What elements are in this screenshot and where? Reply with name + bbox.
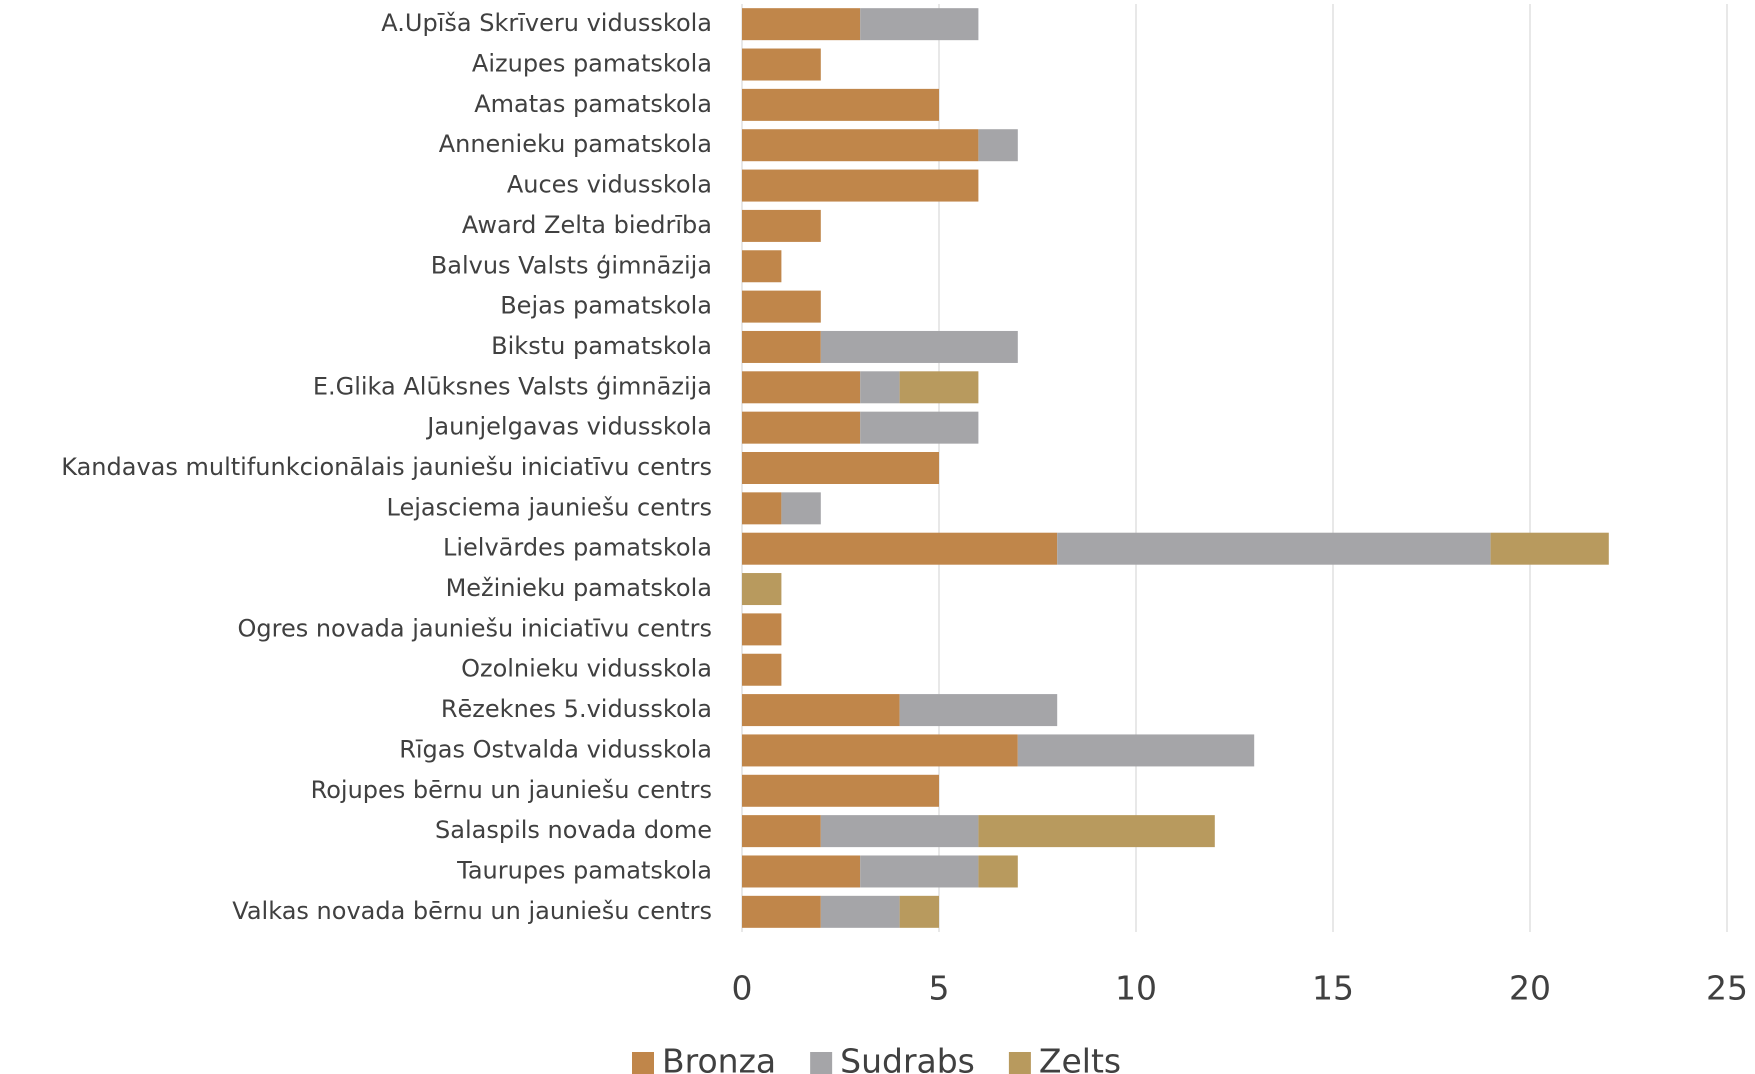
bar-segment (860, 855, 979, 888)
y-tick-label: Aizupes pamatskola (472, 50, 712, 78)
bar-segment (978, 855, 1018, 888)
x-tick-label: 25 (1706, 969, 1748, 1008)
bar-segment (742, 815, 821, 848)
bar-segment (899, 694, 1058, 727)
bar-segment (742, 48, 821, 81)
bar-segment (742, 411, 861, 444)
y-tick-label: Lielvārdes pamatskola (443, 534, 712, 562)
bar-segment (820, 330, 1018, 363)
bar-segment (860, 411, 979, 444)
bar-segment (742, 452, 939, 484)
bar-segment (742, 532, 1058, 565)
legend-swatch (1008, 1052, 1031, 1074)
y-tick-label: Jaunjelgavas vidusskola (425, 413, 712, 441)
bar-segment (742, 613, 782, 646)
bar-segment (1057, 532, 1491, 565)
bar-segment (860, 8, 979, 41)
bar-segment (742, 895, 821, 928)
legend-label: Sudrabs (840, 1042, 975, 1074)
y-tick-label: Ogres novada jauniešu iniciatīvu centrs (237, 614, 712, 642)
legend-swatch (632, 1052, 654, 1074)
y-tick-label: Rojupes bērnu un jauniešu centrs (311, 776, 712, 804)
y-tick-label: Rīgas Ostvalda vidusskola (399, 735, 712, 763)
bar-segment (978, 815, 1215, 848)
y-tick-label: Auces vidusskola (507, 171, 712, 199)
y-tick-label: Annenieku pamatskola (439, 130, 712, 158)
legend-label: Bronza (662, 1042, 776, 1074)
bar-segment (742, 734, 1018, 767)
bar-segment (899, 371, 979, 404)
y-tick-label: Salaspils novada dome (435, 816, 712, 844)
bar-segment (978, 129, 1018, 162)
bar-segment (742, 774, 939, 807)
y-tick-label: Award Zelta biedrība (462, 211, 712, 239)
bar-segment (781, 492, 821, 525)
x-tick-label: 10 (1115, 969, 1157, 1008)
x-tick-label: 5 (929, 969, 950, 1008)
y-tick-label: Ozolnieku vidusskola (461, 655, 712, 683)
legend-swatch (810, 1052, 833, 1074)
bar-segment (742, 855, 861, 888)
y-tick-label: Amatas pamatskola (474, 90, 712, 118)
y-tick-label: Lejasciema jauniešu centrs (387, 493, 712, 521)
y-tick-label: Balvus Valsts ģimnāzija (431, 251, 712, 279)
bar-segment (1490, 532, 1609, 565)
bar-segment (742, 209, 821, 242)
bar-segment (860, 371, 900, 404)
y-tick-label: Kandavas multifunkcionālais jauniešu ini… (61, 453, 712, 481)
bar-segment (899, 895, 939, 928)
bar-segment (742, 371, 861, 404)
y-tick-label: Valkas novada bērnu un jauniešu centrs (232, 897, 712, 925)
bar-segment (742, 330, 821, 363)
bar-segment (742, 694, 900, 727)
bar-segment (742, 492, 782, 525)
bar-segment (742, 88, 939, 121)
y-tick-label: Mežinieku pamatskola (446, 574, 712, 602)
y-tick-label: E.Glika Alūksnes Valsts ģimnāzija (313, 372, 712, 400)
x-tick-label: 0 (732, 969, 753, 1008)
bar-segment (820, 895, 900, 928)
bar-segment (742, 653, 782, 686)
bar-segment (742, 250, 782, 283)
bar-segment (742, 8, 861, 41)
bar-segment (742, 129, 979, 162)
y-tick-label: Taurupes pamatskola (456, 856, 712, 884)
bar-segment (742, 573, 782, 606)
bar-segment (820, 815, 979, 848)
y-tick-label: Bikstu pamatskola (491, 332, 712, 360)
x-tick-label: 20 (1509, 969, 1551, 1008)
bar-segment (742, 169, 979, 202)
legend-label: Zelts (1039, 1042, 1121, 1074)
y-tick-label: Bejas pamatskola (500, 292, 712, 320)
x-tick-label: 15 (1312, 969, 1354, 1008)
bar-segment (1017, 734, 1255, 767)
y-tick-label: Rēzeknes 5.vidusskola (441, 695, 712, 723)
bar-segment (742, 290, 821, 323)
y-tick-label: A.Upīša Skrīveru vidusskola (381, 9, 712, 37)
